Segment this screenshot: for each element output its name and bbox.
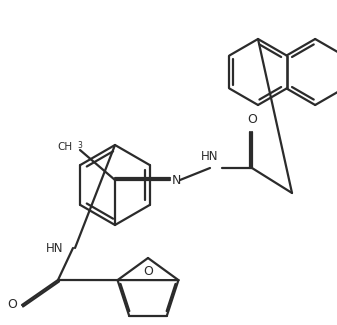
Text: 3: 3: [77, 141, 82, 150]
Text: HN: HN: [45, 241, 63, 254]
Text: O: O: [7, 298, 17, 311]
Text: O: O: [143, 265, 153, 278]
Text: N: N: [172, 174, 181, 187]
Text: O: O: [247, 113, 257, 126]
Text: HN: HN: [201, 150, 219, 163]
Text: CH: CH: [57, 142, 72, 152]
